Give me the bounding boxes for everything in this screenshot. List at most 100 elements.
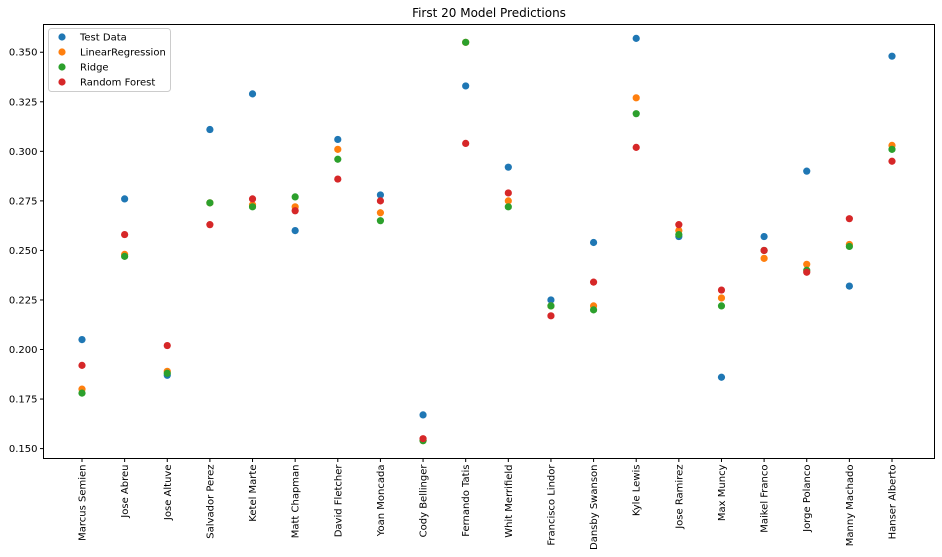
data-point: [291, 193, 299, 201]
data-point: [121, 230, 129, 239]
data-point: [547, 312, 555, 320]
data-point: [547, 296, 555, 304]
data-point: [717, 286, 726, 294]
x-tick-label: Salvador Perez: [205, 465, 216, 539]
x-tick-label: Whit Merrifield: [504, 465, 515, 538]
legend-marker: [58, 63, 66, 71]
data-point: [78, 389, 86, 397]
data-point: [419, 411, 427, 419]
y-tick-label: 0.250: [9, 246, 38, 257]
x-tick-label: Manny Machado: [845, 465, 856, 547]
data-point: [376, 197, 385, 205]
data-point: [888, 145, 896, 153]
data-point: [632, 94, 640, 102]
chart-title: First 20 Model Predictions: [412, 6, 566, 20]
data-point: [206, 221, 214, 229]
data-point: [504, 189, 512, 197]
legend-label: Test Data: [79, 33, 127, 44]
x-tick-label: Maikel Franco: [760, 465, 771, 533]
x-tick-label: David Fletcher: [333, 464, 344, 538]
x-tick-label: Cody Bellinger: [419, 464, 430, 538]
data-point: [632, 110, 640, 118]
data-point: [547, 302, 555, 310]
axes-frame: [43, 24, 935, 459]
data-point: [206, 125, 214, 134]
data-point: [845, 242, 853, 251]
data-point: [504, 203, 512, 211]
y-tick-label: 0.175: [9, 395, 38, 406]
y-axis: 0.150 0.175 0.200 0.225 0.250 0.275 0.300 0.325…: [9, 48, 44, 455]
data-point: [803, 260, 811, 268]
data-point: [462, 82, 470, 90]
data-point: [163, 341, 171, 350]
series-random-forest: [78, 139, 896, 443]
data-point: [675, 230, 683, 239]
data-point: [334, 155, 342, 163]
data-point: [376, 191, 385, 199]
data-point: [717, 373, 726, 381]
legend-label: Ridge: [80, 63, 109, 74]
data-point: [717, 294, 726, 302]
data-point: [248, 90, 257, 98]
y-tick-label: 0.275: [9, 196, 38, 207]
y-tick-label: 0.325: [9, 97, 38, 108]
x-tick-label: Matt Chapman: [291, 465, 302, 539]
data-point: [78, 335, 86, 344]
x-tick-label: Jose Ramirez: [674, 465, 685, 530]
data-point: [163, 369, 171, 377]
data-point: [632, 143, 640, 151]
x-tick-label: Dansby Swanson: [589, 465, 600, 550]
data-point: [888, 52, 896, 60]
data-point: [589, 278, 598, 286]
data-point: [888, 157, 896, 165]
data-point: [419, 435, 427, 443]
data-point: [504, 163, 512, 171]
legend-label: LinearRegression: [80, 48, 166, 59]
data-point: [334, 145, 342, 153]
data-point: [803, 268, 811, 276]
data-point: [376, 209, 385, 217]
y-tick-label: 0.225: [9, 295, 38, 306]
data-point: [845, 215, 853, 223]
y-tick-label: 0.200: [9, 345, 38, 356]
y-tick-label: 0.350: [9, 48, 38, 59]
data-point: [462, 139, 470, 148]
legend-label: Random Forest: [80, 78, 155, 89]
x-tick-label: Ketel Marte: [248, 465, 259, 522]
legend-marker: [58, 48, 66, 56]
legend-marker: [58, 78, 66, 86]
data-point: [632, 34, 640, 42]
data-point: [760, 246, 768, 255]
x-tick-label: Max Muncy: [717, 464, 728, 521]
data-point: [845, 282, 853, 290]
series-linearregression: [78, 38, 896, 445]
data-point: [121, 252, 129, 260]
x-tick-label: Francisco Lindor: [546, 464, 557, 546]
legend-marker: [58, 33, 66, 41]
data-point: [121, 195, 129, 203]
data-point: [291, 227, 299, 235]
series-ridge: [78, 38, 896, 445]
data-point: [760, 232, 768, 241]
x-axis: Marcus Semien Jose Abreu Jose Altuve Salvad…: [78, 458, 899, 550]
data-point: [803, 167, 811, 175]
x-tick-label: Jorge Polanco: [802, 465, 813, 533]
data-point: [504, 197, 512, 205]
plot-area: [78, 34, 896, 445]
y-tick-label: 0.150: [9, 444, 38, 455]
data-point: [760, 254, 768, 262]
data-point: [376, 217, 385, 225]
data-point: [675, 221, 683, 229]
x-tick-label: Kyle Lewis: [632, 465, 643, 517]
data-point: [334, 175, 342, 183]
data-point: [589, 306, 598, 314]
data-point: [717, 302, 726, 310]
data-point: [248, 195, 257, 203]
data-point: [206, 199, 214, 207]
x-tick-label: Jose Abreu: [120, 465, 131, 519]
x-tick-label: Marcus Semien: [78, 465, 89, 541]
x-tick-label: Jose Altuve: [163, 465, 174, 522]
x-tick-label: Hanser Alberto: [888, 465, 899, 540]
data-point: [248, 203, 257, 211]
